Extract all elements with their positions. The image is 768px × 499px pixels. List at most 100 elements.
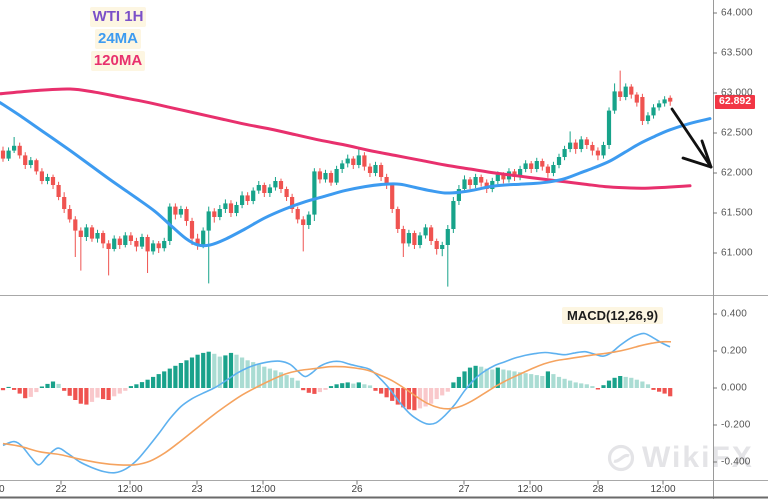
candle-body (629, 86, 634, 95)
ma120-line (0, 87, 692, 190)
macd-hist-bar (173, 365, 178, 388)
candle-body (434, 241, 439, 249)
candles-layer[interactable] (0, 70, 673, 287)
candle-body (445, 229, 450, 245)
candle-body (62, 197, 67, 209)
macd-hist-bar (273, 370, 278, 388)
macd-hist-bar (440, 388, 445, 396)
macd-hist-bar (434, 388, 439, 400)
candle-body (323, 173, 328, 180)
candle-body (645, 115, 651, 121)
candle-body (534, 161, 539, 169)
macd-hist-bar (306, 388, 311, 393)
macd-hist-bar (206, 351, 211, 388)
candle-body (601, 145, 606, 156)
macd-hist-bar (367, 385, 373, 388)
candle-body (573, 142, 578, 149)
macd-hist-bar (529, 374, 534, 388)
candle-body (429, 227, 434, 241)
candle-body (668, 97, 673, 102)
candle-body (401, 229, 406, 244)
macd-hist-bar (423, 388, 428, 407)
candle-body (228, 203, 234, 213)
macd-hist-bar (668, 388, 673, 397)
macd-hist-bar (73, 388, 78, 400)
candle-body (106, 243, 111, 249)
candle-body (117, 238, 122, 245)
macd-hist-bar (256, 364, 261, 388)
candle-body (223, 203, 228, 209)
watermark-text: WikiFX (642, 441, 754, 474)
macd-hist-bar (145, 379, 150, 388)
candle-body (12, 145, 17, 151)
candle-body (0, 150, 6, 159)
macd-hist-bar (462, 371, 467, 388)
macd-hist-bar (189, 357, 195, 388)
candle-body (123, 235, 128, 245)
candle-body (501, 174, 506, 180)
candle-body (56, 185, 61, 197)
macd-hist-bar (640, 381, 645, 388)
candle-body (89, 227, 95, 239)
candle-body (423, 227, 428, 236)
macd-hist-bar (351, 383, 356, 388)
macd-hist-bar (551, 374, 556, 388)
macd-hist-bar (123, 388, 128, 391)
macd-hist-bar (657, 388, 662, 392)
candle-body (295, 209, 300, 220)
macd-hist-bar (334, 384, 339, 388)
macd-hist-bar (562, 378, 567, 389)
candle-body (473, 177, 478, 185)
candle-body (23, 155, 28, 165)
macd-hist-bar (178, 363, 183, 388)
macd-hist-bar (612, 377, 617, 388)
macd-hist-bar (473, 365, 478, 388)
macd-hist-bar (651, 388, 656, 390)
watermark: WikiFX (606, 441, 754, 475)
candle-body (245, 195, 250, 201)
candle-body (101, 233, 106, 244)
macd-hist-bar (317, 388, 322, 393)
macd-hist-bar (117, 388, 122, 394)
candle-body (278, 181, 284, 189)
candle-body (139, 237, 145, 247)
macd-hist-bar (201, 352, 206, 388)
macd-hist-bar (412, 388, 417, 411)
candle-body (284, 189, 289, 197)
candle-body (362, 155, 367, 167)
candle-body (301, 219, 306, 225)
candle-body (545, 166, 550, 173)
macd-hist-bar (534, 375, 539, 388)
candle-body (551, 165, 556, 173)
macd-hist-bar (362, 384, 367, 388)
macd-hist-bar (56, 383, 61, 388)
macd-hist-bar (512, 371, 517, 388)
macd-hist-bar (95, 388, 100, 398)
macd-lines (2, 332, 671, 474)
candle-body (467, 179, 473, 185)
macd-hist-bar (228, 352, 234, 388)
macd-hist-bar (606, 380, 612, 388)
macd-hist-bar (645, 384, 651, 388)
candle-body (584, 139, 589, 145)
macd-hist-bar (278, 372, 284, 388)
macd-hist-bar (556, 376, 562, 388)
candle-body (662, 99, 667, 104)
candle-body (67, 209, 72, 220)
candle-body (379, 165, 384, 177)
candle-body (456, 189, 461, 201)
candle-body (212, 211, 217, 217)
candle-body (234, 205, 239, 213)
macd-hist-bar (379, 388, 384, 394)
candle-body (340, 163, 345, 169)
macd-hist-bar (167, 368, 172, 388)
candle-body (451, 201, 456, 229)
candle-body (618, 91, 623, 97)
candle-body (262, 185, 267, 193)
candle-body (540, 161, 545, 167)
macd-hist-bar (284, 375, 289, 388)
macd-hist-bar (267, 368, 272, 388)
macd-hist-bar (295, 380, 300, 388)
